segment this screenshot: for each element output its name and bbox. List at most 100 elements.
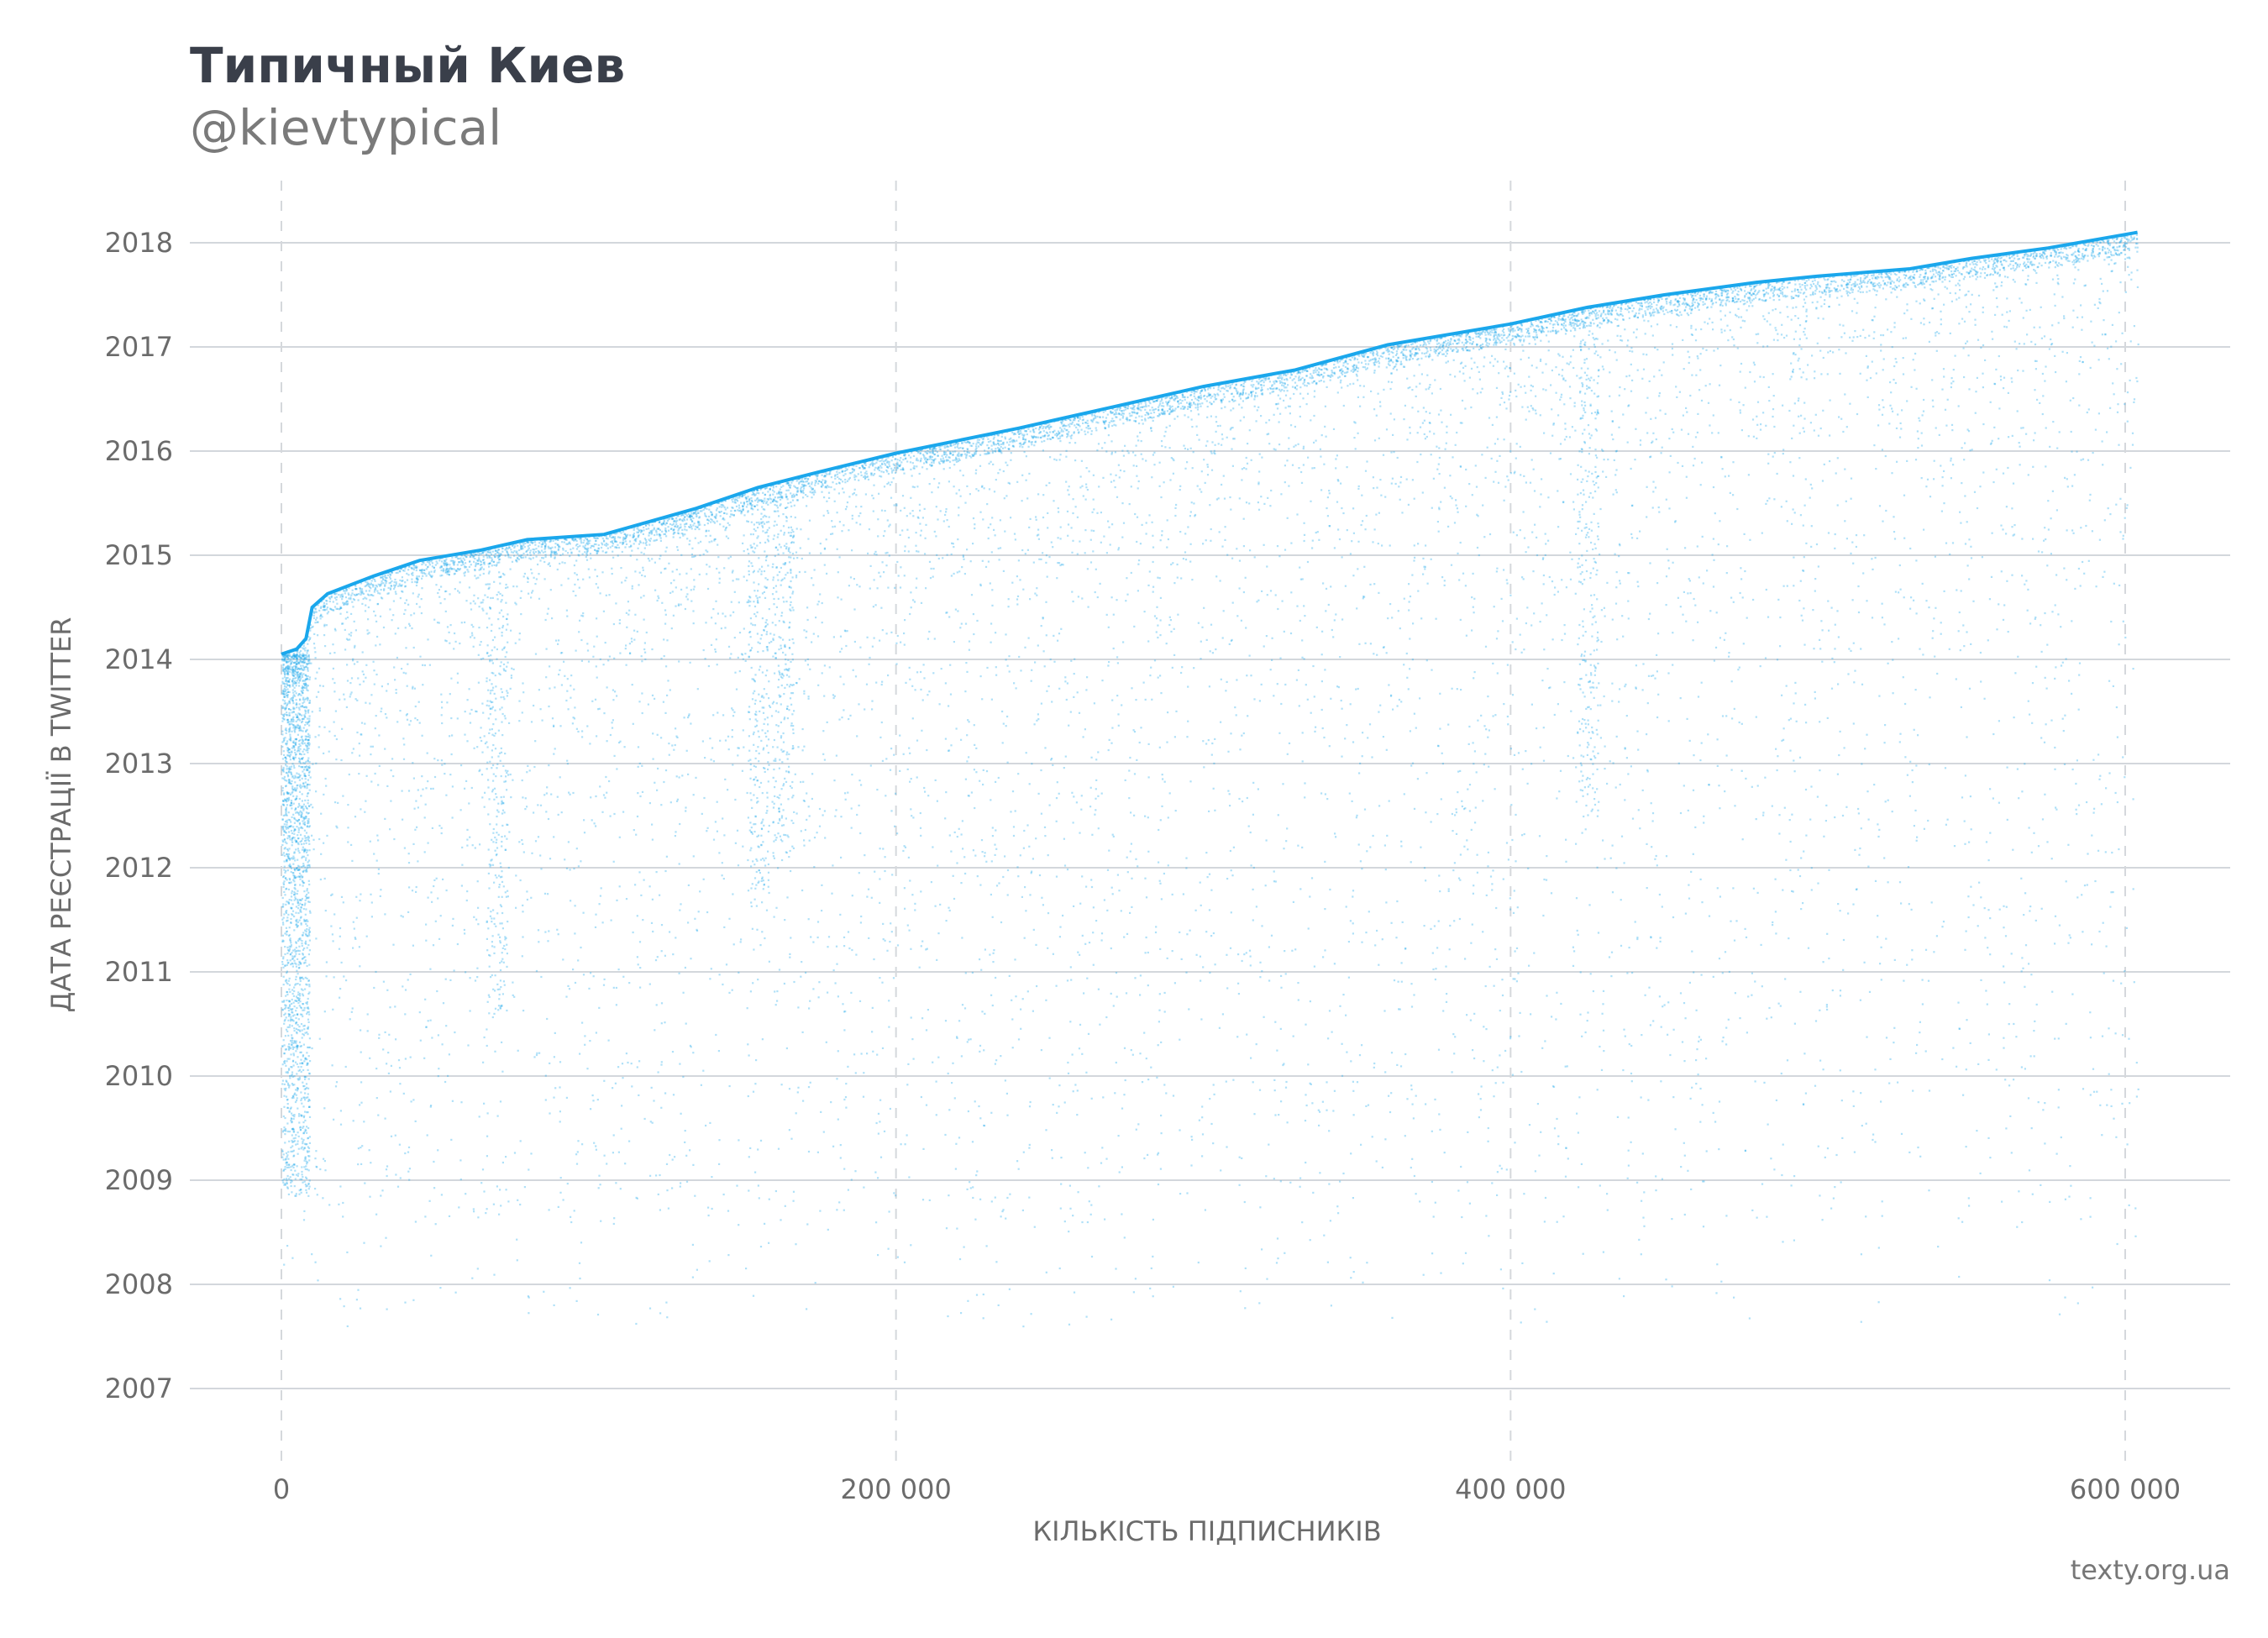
data-point: [977, 445, 979, 448]
data-point: [519, 596, 522, 599]
data-point: [440, 693, 443, 696]
data-point: [1391, 617, 1394, 619]
data-point: [1573, 335, 1576, 338]
data-point: [1646, 396, 1649, 399]
data-point: [664, 550, 667, 553]
data-point: [360, 1163, 363, 1165]
data-point: [1491, 883, 1494, 885]
data-point: [800, 528, 802, 531]
data-point: [1502, 878, 1504, 880]
data-point: [295, 1040, 297, 1042]
data-point: [851, 470, 853, 473]
data-point: [423, 569, 425, 571]
data-point: [631, 640, 633, 643]
data-point: [1492, 715, 1494, 717]
data-point: [750, 521, 753, 523]
data-point: [1506, 475, 1509, 478]
data-point: [407, 1151, 410, 1153]
data-point: [2120, 363, 2123, 365]
data-point: [921, 517, 924, 519]
data-point: [1515, 860, 1517, 863]
data-point: [1527, 329, 1530, 332]
data-point: [404, 567, 407, 570]
data-point: [948, 1194, 950, 1197]
data-point: [2027, 266, 2029, 269]
data-point: [659, 894, 661, 896]
data-point: [873, 579, 875, 581]
data-point: [293, 656, 296, 659]
data-point: [571, 538, 574, 540]
data-point: [955, 459, 958, 461]
data-point: [1820, 620, 1823, 622]
data-point: [1828, 337, 1830, 339]
data-point: [479, 737, 481, 739]
data-point: [1190, 399, 1194, 402]
data-point: [573, 1210, 575, 1212]
data-point: [586, 539, 589, 542]
data-point: [438, 622, 440, 624]
data-point: [1273, 870, 1275, 873]
data-point: [1696, 292, 1698, 295]
data-point: [743, 514, 746, 517]
data-point: [1893, 322, 1896, 324]
data-point: [1656, 947, 1658, 949]
data-point: [1493, 984, 1495, 987]
data-point: [995, 666, 997, 669]
data-point: [1904, 756, 1907, 759]
data-point: [1670, 302, 1672, 304]
data-point: [427, 780, 429, 783]
data-point: [803, 484, 806, 486]
data-point: [1935, 935, 1938, 937]
data-point: [830, 1101, 832, 1104]
data-point: [1635, 301, 1638, 303]
data-point: [654, 959, 658, 962]
data-point: [1326, 496, 1329, 499]
data-point: [490, 553, 493, 556]
data-point: [411, 567, 413, 570]
data-point: [1943, 470, 1945, 472]
data-point: [1082, 495, 1084, 497]
data-point: [1883, 857, 1886, 859]
data-point: [482, 562, 485, 564]
data-point: [573, 564, 575, 567]
data-point: [1698, 303, 1700, 306]
data-point: [1766, 320, 1768, 323]
data-point: [2098, 297, 2101, 301]
data-point: [643, 595, 645, 597]
data-point: [657, 1193, 659, 1195]
data-point: [811, 773, 814, 775]
data-point: [1580, 345, 1583, 348]
data-point: [1787, 316, 1789, 318]
data-point: [1092, 498, 1095, 501]
data-point: [1231, 392, 1233, 395]
data-point: [1831, 281, 1834, 283]
data-point: [1567, 1158, 1569, 1160]
data-point: [800, 830, 802, 832]
data-point: [661, 601, 664, 604]
data-point: [335, 759, 338, 761]
data-point: [979, 585, 982, 587]
data-point: [2097, 753, 2100, 756]
data-point: [1392, 708, 1394, 711]
data-point: [1226, 554, 1229, 556]
data-point: [479, 769, 481, 771]
data-point: [1881, 617, 1883, 619]
data-point: [1143, 611, 1146, 613]
data-point: [1839, 1069, 1841, 1072]
data-point: [1006, 761, 1009, 764]
data-point: [1173, 582, 1176, 585]
data-point: [1998, 438, 2000, 440]
data-point: [1956, 298, 1958, 301]
data-point: [672, 536, 675, 538]
data-point: [1576, 1112, 1578, 1115]
data-point: [1290, 591, 1293, 594]
data-point: [566, 763, 569, 765]
data-point: [1903, 283, 1905, 286]
data-point: [1204, 1209, 1206, 1211]
data-point: [1785, 334, 1788, 337]
data-point: [1447, 888, 1450, 890]
data-point: [664, 711, 667, 714]
data-point: [2057, 613, 2060, 616]
data-point: [466, 838, 469, 841]
data-point: [2113, 248, 2116, 250]
